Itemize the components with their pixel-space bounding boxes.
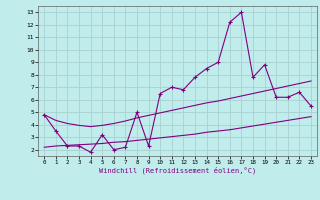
X-axis label: Windchill (Refroidissement éolien,°C): Windchill (Refroidissement éolien,°C) [99,167,256,174]
